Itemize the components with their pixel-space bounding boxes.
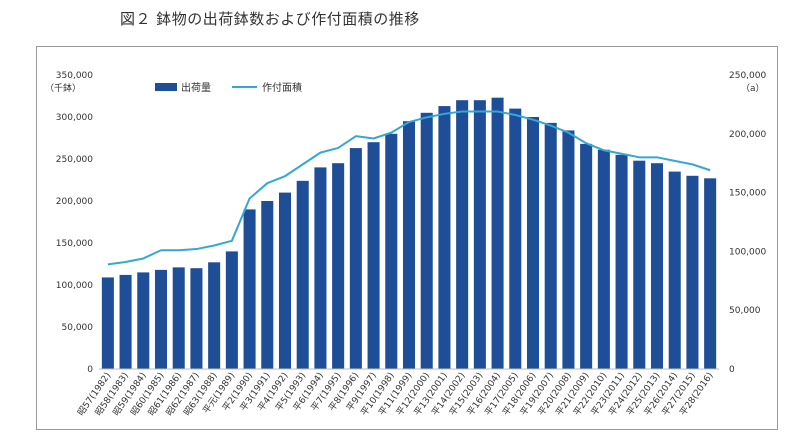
bar [580, 143, 593, 369]
bar [473, 100, 486, 369]
left-tick-label: 0 [87, 365, 93, 375]
right-tick-label: 250,000 [729, 71, 766, 81]
right-tick-label: 50,000 [729, 306, 761, 316]
left-tick-label: 50,000 [62, 323, 94, 333]
bar [385, 133, 398, 369]
right-tick-label: 150,000 [729, 189, 766, 199]
legend: 出荷量 作付面積 [155, 81, 302, 94]
bar [704, 178, 717, 369]
bar [172, 267, 185, 369]
bar [544, 122, 557, 369]
bar [668, 171, 681, 369]
area-line [107, 110, 711, 266]
bar [420, 112, 433, 370]
left-tick-label: 300,000 [56, 113, 93, 123]
x-axis: 昭57(1982)昭58(1983)昭59(1984)昭60(1985)昭61(… [75, 368, 719, 418]
legend-line-label: 作付面積 [262, 81, 302, 94]
bar [137, 272, 150, 369]
combo-chart: （千鉢） （a） 出荷量 作付面積 0 50,000 100,000 150,000 2… [45, 71, 766, 418]
bar [562, 130, 575, 369]
left-tick-label: 350,000 [56, 71, 93, 81]
bar [456, 100, 469, 369]
legend-bar-swatch [155, 83, 177, 91]
bar [119, 274, 132, 369]
bar [526, 117, 540, 369]
bar [367, 142, 380, 369]
bar [491, 97, 504, 370]
bar [261, 201, 274, 369]
left-axis-unit: （千鉢） [45, 82, 81, 94]
left-axis: 0 50,000 100,000 150,000 200,000 250,000 300,0… [56, 71, 93, 375]
bar [686, 175, 699, 369]
left-tick-label: 150,000 [56, 239, 93, 249]
bar [650, 163, 664, 369]
right-axis-unit: （a） [741, 83, 765, 94]
legend-bar-label: 出荷量 [181, 81, 211, 94]
bar [296, 180, 309, 369]
bar [332, 163, 345, 369]
right-tick-label: 200,000 [729, 130, 766, 140]
right-tick-label: 100,000 [729, 247, 766, 257]
bar [243, 209, 256, 369]
left-tick-label: 200,000 [56, 197, 93, 207]
bar [278, 192, 292, 369]
right-axis: 0 50,000 100,000 150,000 200,000 250,000 [729, 71, 766, 375]
bar [314, 167, 327, 369]
bar [190, 268, 203, 369]
left-tick-label: 250,000 [56, 155, 93, 165]
bar [633, 160, 646, 369]
bar [101, 277, 114, 369]
bar [225, 251, 238, 369]
left-tick-label: 100,000 [56, 281, 93, 291]
bar [349, 148, 362, 369]
figure-title: 図２ 鉢物の出荷鉢数および作付面積の推移 [120, 10, 420, 28]
bar [597, 149, 610, 369]
chart-frame: （千鉢） （a） 出荷量 作付面積 0 50,000 100,000 150,000 2… [36, 46, 778, 430]
bar [208, 262, 221, 369]
bar [615, 154, 628, 369]
bar-series [101, 97, 717, 370]
bar [438, 106, 451, 369]
bar [509, 108, 522, 369]
right-tick-label: 0 [729, 365, 735, 375]
bar [154, 269, 168, 369]
bar [402, 121, 416, 369]
line-series [107, 110, 711, 266]
